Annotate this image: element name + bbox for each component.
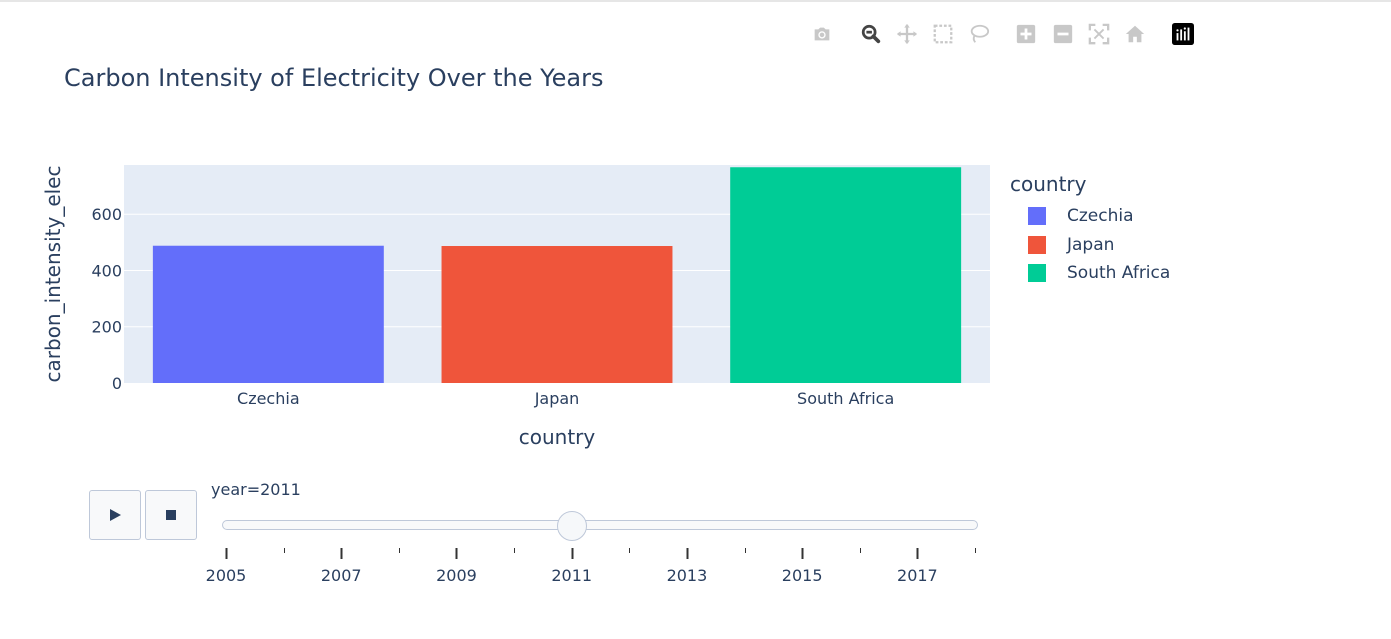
legend-item-czechia[interactable]: Czechia xyxy=(1010,202,1170,231)
x-tick-label: Japan xyxy=(534,389,580,408)
legend-swatch xyxy=(1028,264,1046,283)
slider-tick-label[interactable]: 2011 xyxy=(551,566,593,585)
box-select-icon[interactable] xyxy=(929,20,957,48)
year-slider-handle[interactable] xyxy=(556,511,587,541)
play-icon xyxy=(110,509,121,521)
zoom-in-icon[interactable] xyxy=(1012,20,1040,48)
bars xyxy=(152,167,962,383)
slider-tick-label[interactable]: 2007 xyxy=(320,566,362,585)
y-tick-label: 200 xyxy=(91,318,122,337)
bar-japan[interactable] xyxy=(441,246,673,383)
chart-title: Carbon Intensity of Electricity Over the… xyxy=(64,64,604,92)
year-slider-track[interactable] xyxy=(222,520,978,530)
legend-label: South Africa xyxy=(1067,263,1171,284)
pan-icon[interactable] xyxy=(893,20,921,48)
legend-item-japan[interactable]: Japan xyxy=(1010,231,1170,260)
slider-tick-label[interactable]: 2013 xyxy=(666,566,708,585)
reset-axes-icon[interactable] xyxy=(1121,20,1149,48)
slider-tick-label[interactable]: 2017 xyxy=(897,566,938,585)
x-tick-label: Czechia xyxy=(237,389,300,408)
slider-tick-label[interactable]: 2009 xyxy=(436,566,477,585)
legend-label: Japan xyxy=(1067,234,1115,255)
y-tick-labels: 0 200 400 600 xyxy=(91,205,122,393)
slider-tick-label[interactable]: 2005 xyxy=(205,566,247,585)
legend: country Czechia Japan South Africa xyxy=(1010,172,1170,288)
legend-swatch xyxy=(1028,207,1046,226)
slider-tick-label[interactable]: 2015 xyxy=(781,566,823,585)
legend-swatch xyxy=(1028,235,1046,254)
y-axis-title: carbon_intensity_elec xyxy=(41,166,65,383)
autoscale-icon[interactable] xyxy=(1085,20,1113,48)
bar-czechia[interactable] xyxy=(152,245,384,383)
y-tick-label: 400 xyxy=(91,261,122,280)
play-button[interactable] xyxy=(89,490,141,540)
plotly-logo-icon[interactable] xyxy=(1169,20,1197,48)
zoom-icon[interactable] xyxy=(857,20,885,48)
stop-button[interactable] xyxy=(145,490,197,540)
x-axis-title: country xyxy=(519,425,596,449)
top-border xyxy=(0,0,1391,2)
lasso-select-icon[interactable] xyxy=(965,20,993,48)
bar-south-africa[interactable] xyxy=(730,167,962,383)
x-tick-label: South Africa xyxy=(797,389,894,408)
x-tick-labels: Czechia Japan South Africa xyxy=(237,389,894,408)
zoom-out-icon[interactable] xyxy=(1049,20,1077,48)
legend-title: country xyxy=(1010,172,1087,196)
slider-current-value: year=2011 xyxy=(211,480,301,499)
legend-label: Czechia xyxy=(1067,206,1134,227)
stop-icon xyxy=(166,510,176,520)
legend-item-south-africa[interactable]: South Africa xyxy=(1010,259,1170,288)
y-tick-label: 600 xyxy=(91,205,122,224)
camera-icon[interactable] xyxy=(808,20,836,48)
y-tick-label: 0 xyxy=(112,374,122,393)
